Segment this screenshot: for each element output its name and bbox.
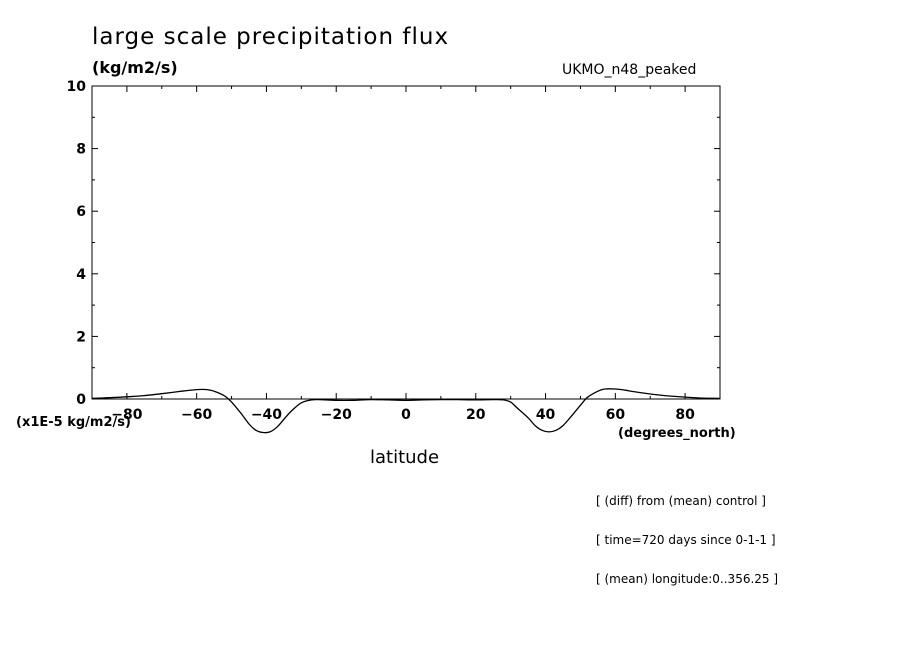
chart-title: large scale precipitation flux — [92, 24, 450, 50]
notes-block: [ (diff) from (mean) control ] [ time=72… — [596, 470, 778, 599]
plot-frame — [91, 85, 721, 400]
x-tick-label: −40 — [251, 407, 282, 423]
y-tick-label: 10 — [67, 79, 87, 95]
x-tick-label: 40 — [536, 407, 556, 423]
x-tick-label: −80 — [111, 407, 142, 423]
x-tick-label: 60 — [606, 407, 626, 423]
x-units-label: (degrees_north) — [618, 426, 736, 441]
x-tick-label: 0 — [401, 407, 411, 423]
value-scale-label: (x1E-5 kg/m2/s) — [16, 415, 131, 430]
series-line — [91, 388, 721, 434]
y-tick-label: 2 — [76, 329, 86, 345]
note-line: [ (mean) longitude:0..356.25 ] — [596, 572, 779, 586]
model-label: UKMO_n48_peaked — [562, 62, 697, 78]
y-tick-label: 6 — [76, 204, 86, 220]
note-line: [ time=720 days since 0-1-1 ] — [596, 533, 776, 547]
x-tick-label: −60 — [181, 407, 212, 423]
y-tick-label: 4 — [76, 267, 86, 283]
x-tick-label: −20 — [321, 407, 352, 423]
x-tick-label: 80 — [675, 407, 695, 423]
units-label: (kg/m2/s) — [92, 58, 178, 77]
note-line: [ (diff) from (mean) control ] — [596, 494, 766, 508]
x-axis-label: latitude — [370, 447, 440, 468]
x-tick-label: 20 — [466, 407, 486, 423]
y-tick-label: 0 — [76, 392, 86, 408]
y-tick-label: 8 — [76, 142, 86, 158]
